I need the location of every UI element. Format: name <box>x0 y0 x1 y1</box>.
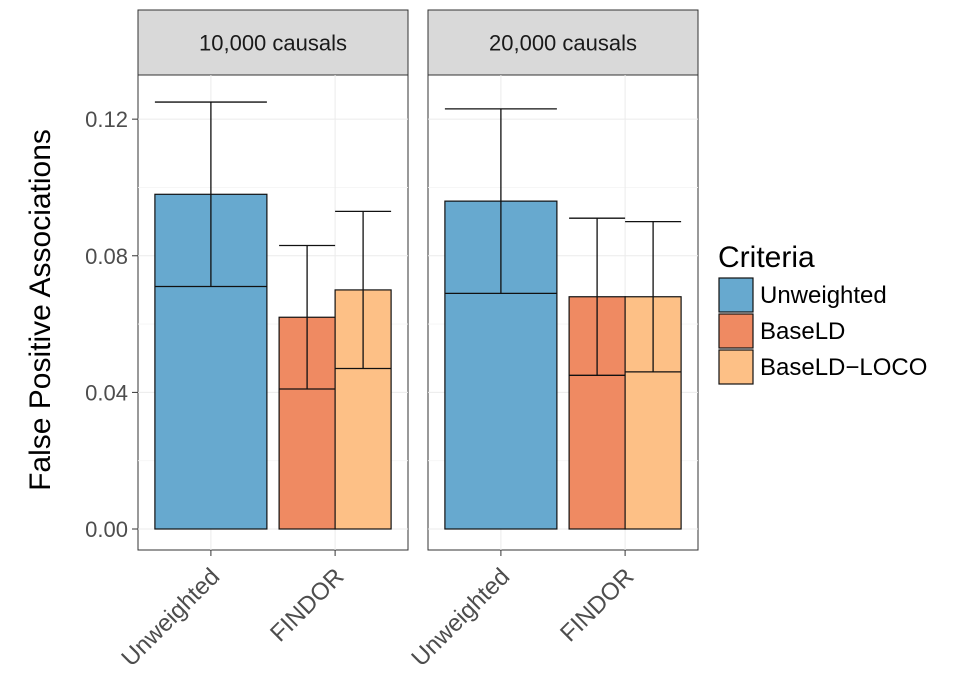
y-tick-label: 0.12 <box>85 107 128 132</box>
y-axis-label: False Positive Associations <box>24 129 57 491</box>
panel-1-strip <box>137 9 409 76</box>
legend-label-baseld: BaseLD <box>760 318 845 345</box>
legend-key-baseld <box>718 313 754 349</box>
panel-2-strip <box>427 9 699 76</box>
legend: Criteria Unweighted BaseLD BaseLD−LOCO <box>718 241 927 385</box>
y-tick-label: 0.04 <box>85 380 128 405</box>
legend-title: Criteria <box>718 241 815 274</box>
plot-area: 10,000 causals Unweighted FINDOR 20,000 cau… <box>85 9 699 672</box>
panel-2-x-tick-label-unweighted: Unweighted <box>406 563 515 672</box>
panel-1-title: 10,000 causals <box>199 31 347 56</box>
panel-2-x-tick-label-findor: FINDOR <box>555 563 639 647</box>
panel-2-title: 20,000 causals <box>489 31 637 56</box>
legend-key-baseld-loco <box>718 349 754 385</box>
legend-label-unweighted: Unweighted <box>760 282 887 309</box>
panel-1-x-tick-label-findor: FINDOR <box>265 563 349 647</box>
legend-label-baseld-loco: BaseLD−LOCO <box>760 354 927 381</box>
panel-1-x-tick-label-unweighted: Unweighted <box>116 563 225 672</box>
y-tick-label: 0.00 <box>85 517 128 542</box>
y-tick-label: 0.08 <box>85 244 128 269</box>
legend-key-unweighted <box>718 277 754 313</box>
